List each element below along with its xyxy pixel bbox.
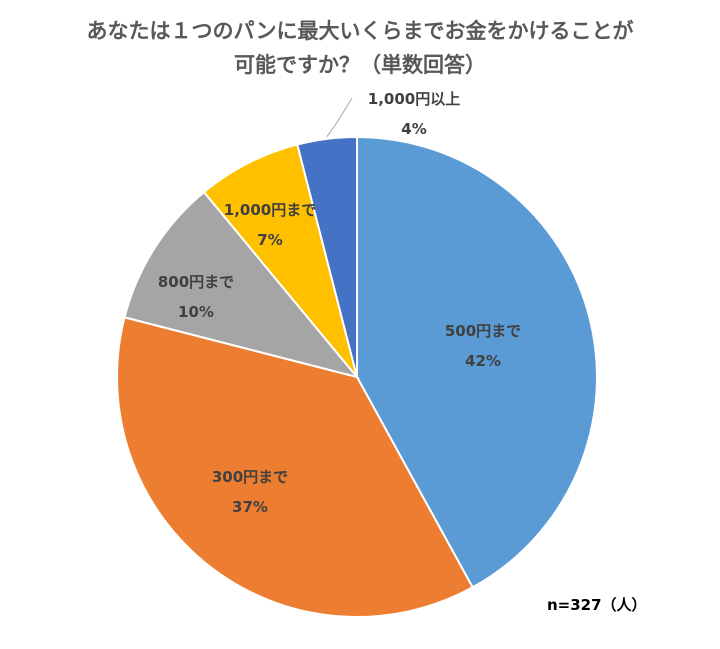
pie-slice-1 (356, 135, 598, 589)
pie-slice-4 (202, 143, 358, 378)
pie-slice-5 (296, 135, 358, 378)
sample-size-note: n=327（人） (547, 596, 647, 614)
slice-label-name-5: 1,000円以上 (368, 90, 460, 108)
pie-slice-3 (123, 190, 360, 379)
slice-label-value-1: 42% (465, 352, 501, 370)
chart-title-line-1: あなたは１つのパンに最大いくらまでお金をかけることが (86, 19, 634, 43)
leader-line-5 (326, 97, 353, 138)
chart-title: あなたは１つのパンに最大いくらまでお金をかけることが 可能ですか？（単数回答） (0, 14, 720, 82)
slice-label-value-4: 7% (257, 231, 282, 249)
slice-label-name-4: 1,000円まで (224, 201, 316, 219)
slice-label-name-2: 300円まで (212, 468, 288, 486)
slice-label-value-5: 4% (401, 120, 426, 138)
slice-label-name-3: 800円まで (158, 273, 234, 291)
pie-slice-2 (116, 316, 474, 618)
slice-label-value-3: 10% (178, 303, 214, 321)
slice-label-value-2: 37% (232, 498, 268, 516)
slice-label-name-1: 500円まで (445, 322, 521, 340)
chart-title-line-2: 可能ですか？（単数回答） (234, 53, 486, 77)
